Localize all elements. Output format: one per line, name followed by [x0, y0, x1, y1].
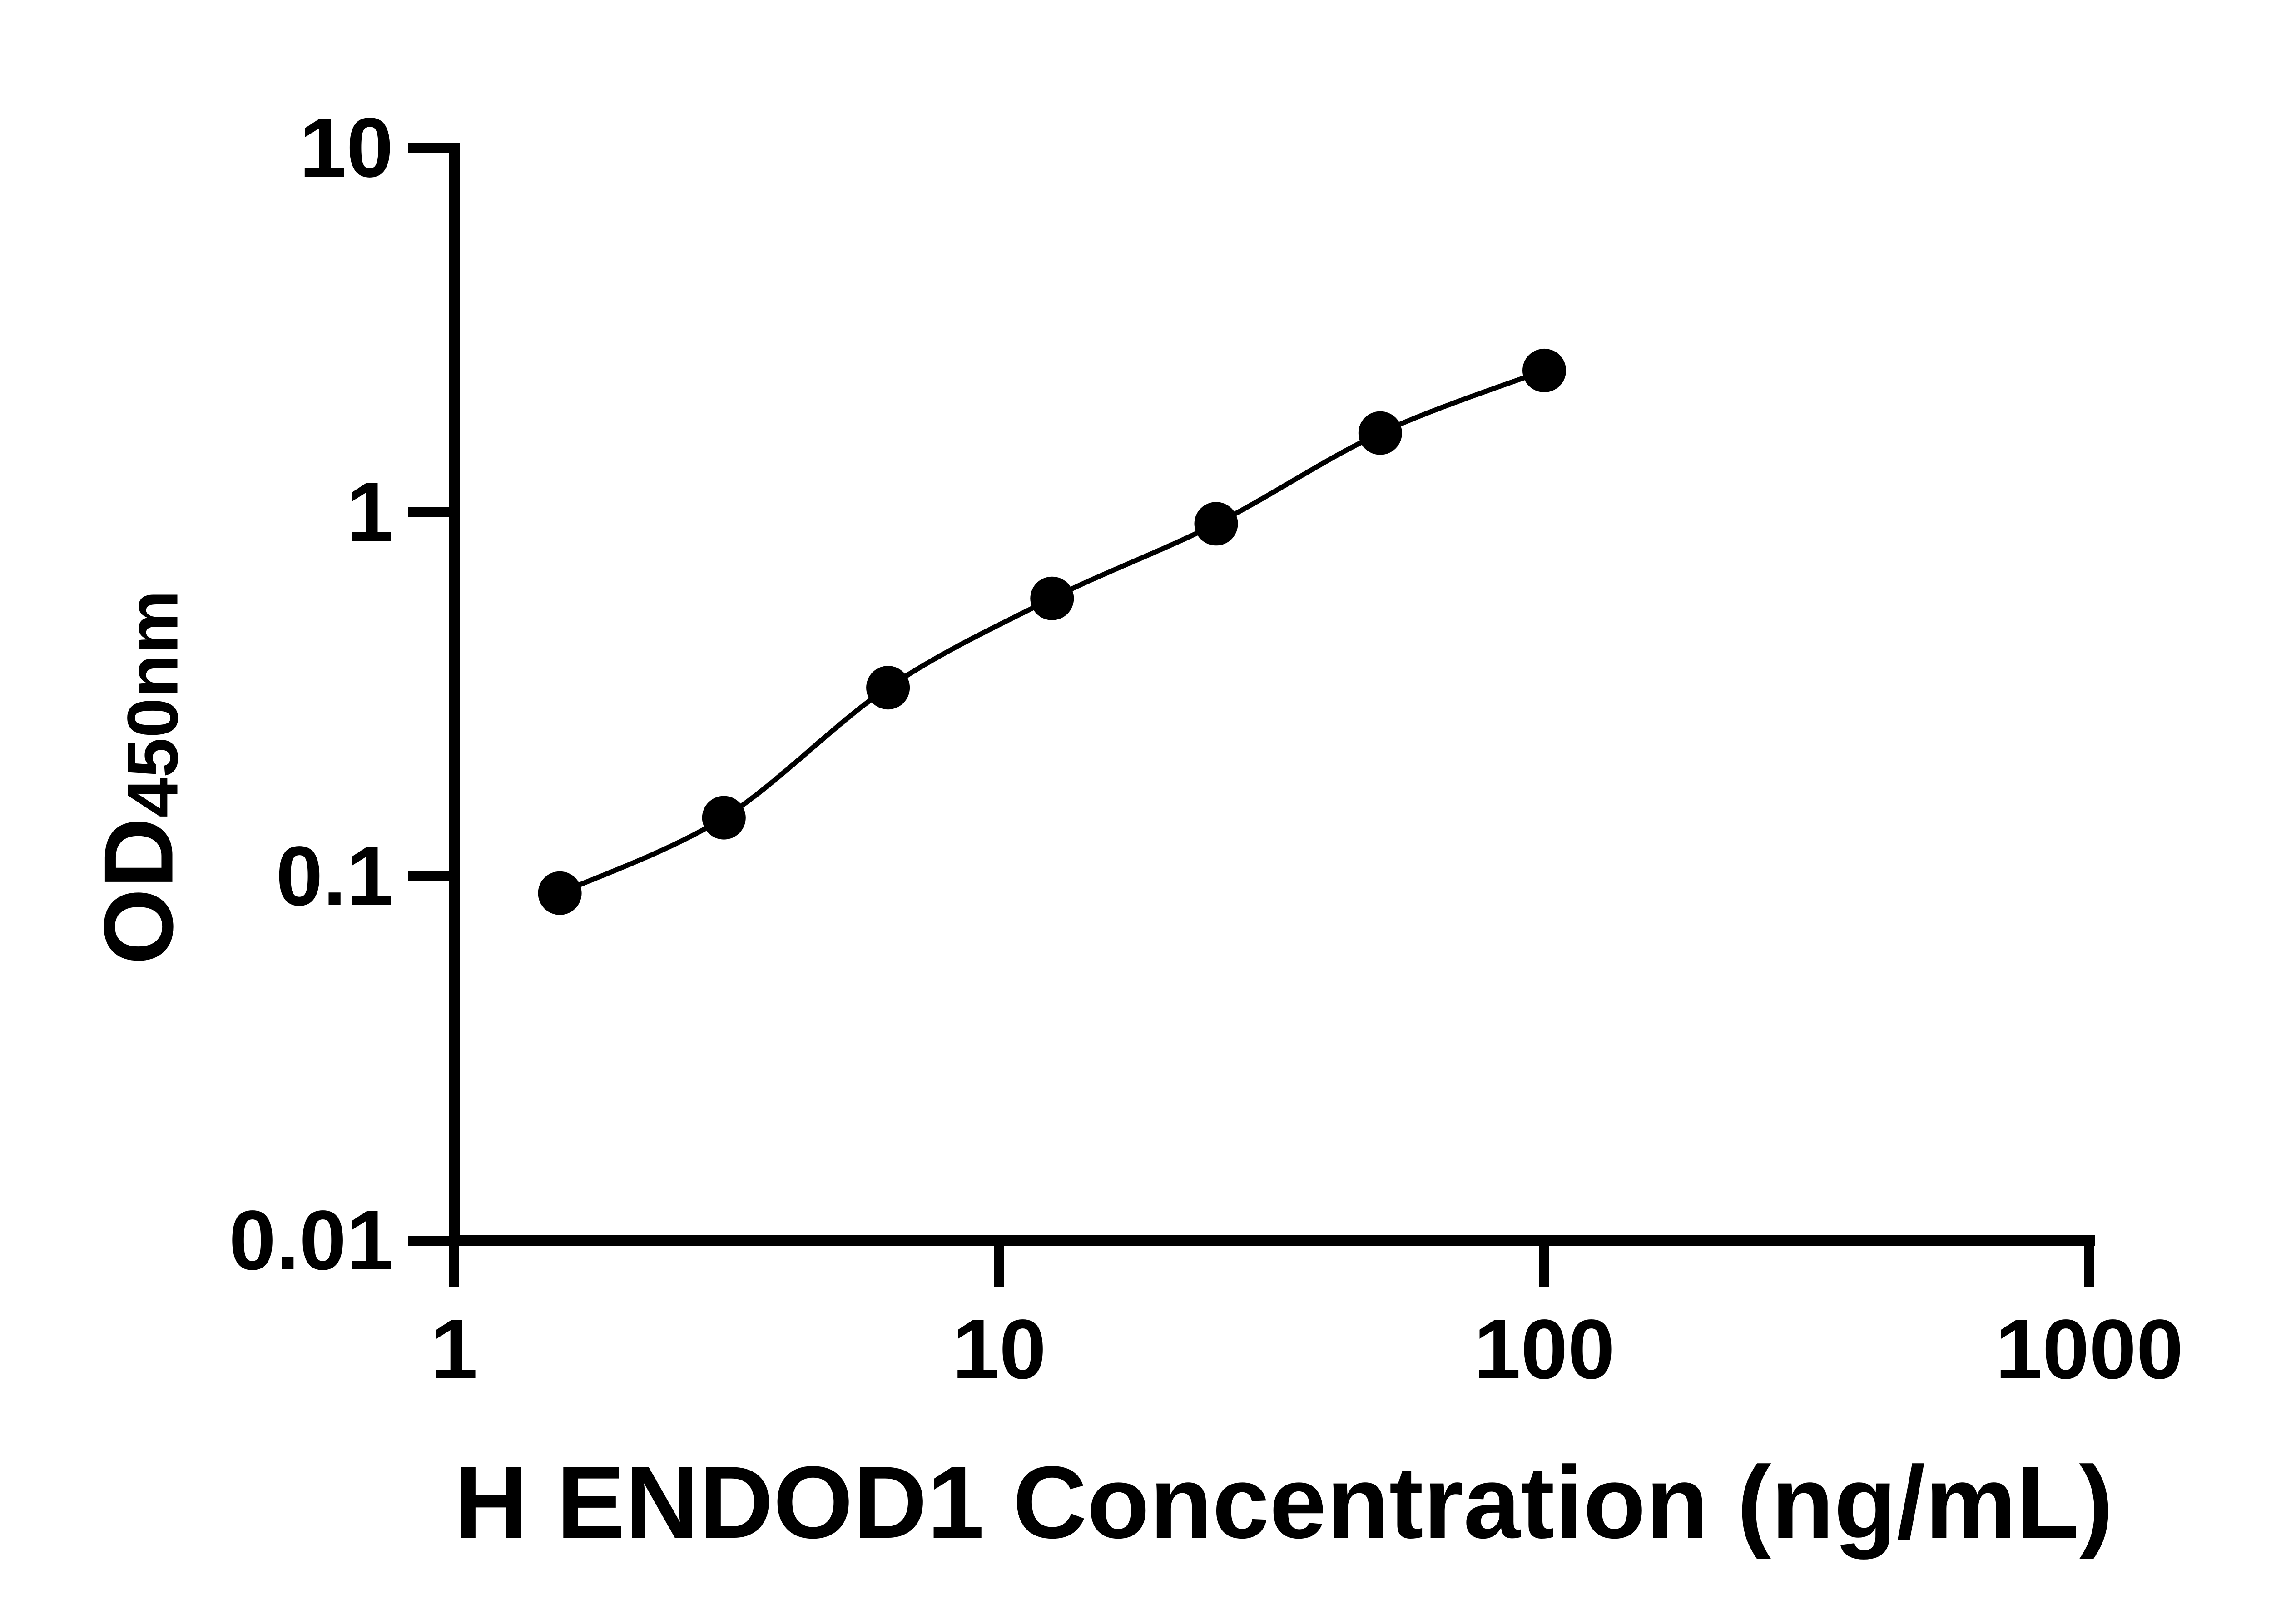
x-axis-title: H ENDOD1 Concentration (ng/mL) [454, 1445, 2113, 1560]
y-axis-title-subscript: 450nm [113, 590, 193, 818]
x-tick-label: 1000 [1995, 1302, 2183, 1396]
y-axis-title: OD450nm [82, 590, 195, 965]
data-point [1030, 576, 1074, 620]
data-point [1358, 411, 1402, 455]
y-tick-label: 0.01 [228, 1193, 393, 1287]
data-point [538, 871, 582, 915]
y-tick-label: 1 [346, 465, 393, 559]
x-tick-label: 10 [952, 1302, 1046, 1396]
data-point [1194, 502, 1238, 546]
data-point [1522, 348, 1566, 392]
x-tick-label: 1 [431, 1302, 478, 1396]
data-point [702, 796, 746, 840]
y-axis-title-main: OD [83, 817, 193, 965]
y-tick-label: 10 [299, 101, 393, 195]
data-point [866, 666, 910, 710]
y-tick-label: 0.1 [276, 829, 393, 923]
x-tick-label: 100 [1473, 1302, 1615, 1396]
